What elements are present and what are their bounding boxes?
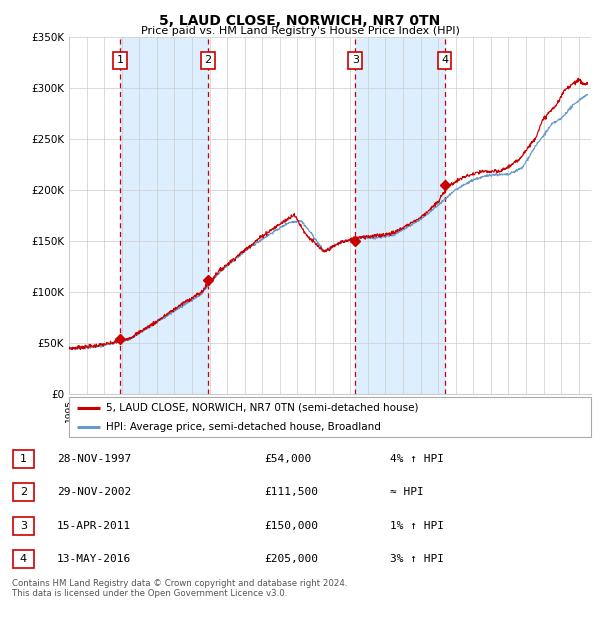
Text: 13-MAY-2016: 13-MAY-2016 [57,554,131,564]
Text: 2: 2 [205,55,212,65]
Text: 3: 3 [20,521,27,531]
Text: £150,000: £150,000 [264,521,318,531]
FancyBboxPatch shape [13,517,34,534]
Text: 5, LAUD CLOSE, NORWICH, NR7 0TN (semi-detached house): 5, LAUD CLOSE, NORWICH, NR7 0TN (semi-de… [106,402,418,413]
Text: £111,500: £111,500 [264,487,318,497]
Text: 28-NOV-1997: 28-NOV-1997 [57,454,131,464]
FancyBboxPatch shape [13,484,34,501]
Text: 5, LAUD CLOSE, NORWICH, NR7 0TN: 5, LAUD CLOSE, NORWICH, NR7 0TN [160,14,440,28]
Text: 4% ↑ HPI: 4% ↑ HPI [390,454,444,464]
Text: 1% ↑ HPI: 1% ↑ HPI [390,521,444,531]
FancyBboxPatch shape [69,397,591,437]
Text: £54,000: £54,000 [264,454,311,464]
Text: £205,000: £205,000 [264,554,318,564]
Text: Price paid vs. HM Land Registry's House Price Index (HPI): Price paid vs. HM Land Registry's House … [140,26,460,36]
Text: 3% ↑ HPI: 3% ↑ HPI [390,554,444,564]
Text: 1: 1 [116,55,124,65]
Text: HPI: Average price, semi-detached house, Broadland: HPI: Average price, semi-detached house,… [106,422,380,432]
Text: ≈ HPI: ≈ HPI [390,487,424,497]
Text: 1: 1 [20,454,27,464]
FancyBboxPatch shape [13,551,34,568]
Text: Contains HM Land Registry data © Crown copyright and database right 2024.
This d: Contains HM Land Registry data © Crown c… [12,579,347,598]
Text: 4: 4 [441,55,448,65]
Text: 29-NOV-2002: 29-NOV-2002 [57,487,131,497]
Bar [355,37,445,394]
FancyBboxPatch shape [13,450,34,467]
Text: 15-APR-2011: 15-APR-2011 [57,521,131,531]
Text: 4: 4 [20,554,27,564]
Text: 3: 3 [352,55,359,65]
Text: 2: 2 [20,487,27,497]
Bar [120,37,208,394]
